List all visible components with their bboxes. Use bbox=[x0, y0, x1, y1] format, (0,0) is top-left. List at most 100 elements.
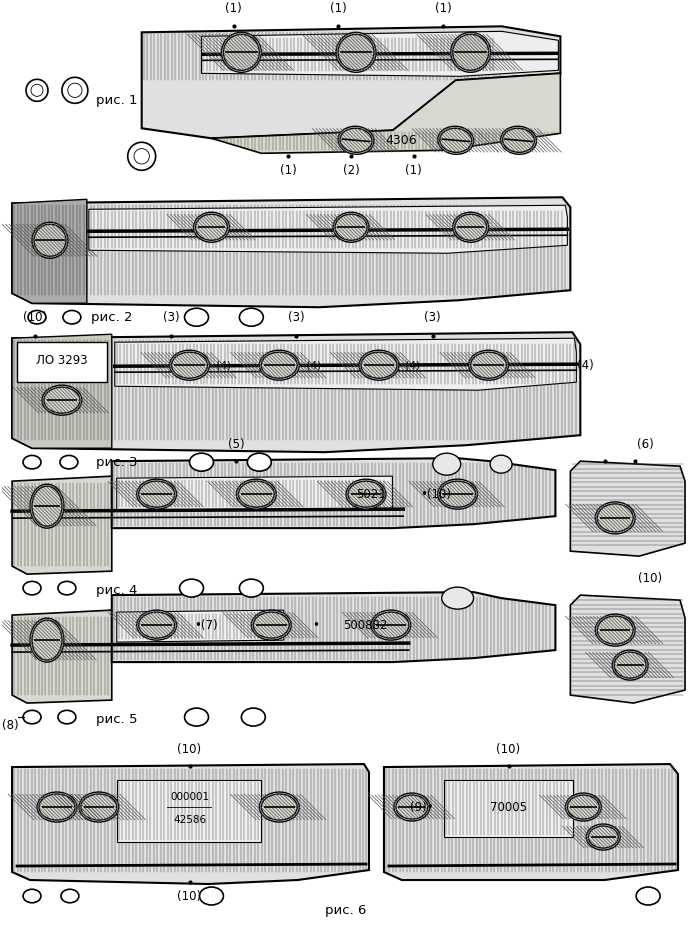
Text: (10): (10) bbox=[638, 572, 662, 585]
Circle shape bbox=[221, 33, 262, 73]
Ellipse shape bbox=[190, 453, 213, 471]
Text: (6): (6) bbox=[637, 438, 653, 451]
Text: рис. 5: рис. 5 bbox=[96, 712, 137, 725]
Text: 5021: 5021 bbox=[356, 488, 386, 501]
Circle shape bbox=[224, 34, 259, 71]
Text: рис. 4: рис. 4 bbox=[96, 584, 137, 597]
Ellipse shape bbox=[338, 127, 374, 155]
Polygon shape bbox=[201, 32, 558, 76]
Ellipse shape bbox=[139, 481, 175, 507]
Circle shape bbox=[338, 34, 374, 71]
Text: •(10): •(10) bbox=[420, 488, 451, 501]
Ellipse shape bbox=[44, 387, 80, 413]
Ellipse shape bbox=[453, 212, 489, 242]
Ellipse shape bbox=[251, 610, 291, 641]
Ellipse shape bbox=[253, 612, 289, 638]
Ellipse shape bbox=[595, 614, 635, 646]
Polygon shape bbox=[112, 592, 555, 662]
Ellipse shape bbox=[471, 352, 506, 378]
Polygon shape bbox=[117, 476, 393, 510]
Ellipse shape bbox=[361, 352, 397, 378]
Ellipse shape bbox=[39, 794, 75, 820]
Text: •(7): •(7) bbox=[195, 618, 218, 631]
Circle shape bbox=[62, 77, 88, 103]
Text: (10): (10) bbox=[497, 743, 521, 756]
Text: ·(4)·: ·(4)· bbox=[403, 360, 424, 371]
Text: 000001: 000001 bbox=[170, 792, 209, 802]
Ellipse shape bbox=[373, 612, 409, 638]
Text: рис. 1: рис. 1 bbox=[96, 94, 137, 107]
Ellipse shape bbox=[455, 214, 486, 240]
Ellipse shape bbox=[469, 350, 509, 380]
Circle shape bbox=[26, 79, 48, 101]
Text: (1): (1) bbox=[226, 2, 242, 15]
Ellipse shape bbox=[239, 308, 264, 326]
Ellipse shape bbox=[490, 455, 512, 473]
Text: (3): (3) bbox=[163, 311, 179, 324]
Ellipse shape bbox=[199, 887, 224, 905]
Ellipse shape bbox=[37, 792, 77, 822]
Ellipse shape bbox=[60, 455, 78, 469]
Ellipse shape bbox=[346, 479, 386, 509]
Text: (5): (5) bbox=[228, 438, 245, 451]
Polygon shape bbox=[444, 780, 573, 837]
Ellipse shape bbox=[340, 128, 372, 153]
Ellipse shape bbox=[184, 308, 208, 326]
Ellipse shape bbox=[612, 650, 648, 680]
Text: ·(4)·: ·(4)· bbox=[304, 360, 325, 371]
Ellipse shape bbox=[598, 616, 633, 644]
Circle shape bbox=[453, 34, 489, 71]
Text: (4): (4) bbox=[577, 358, 593, 371]
Ellipse shape bbox=[437, 479, 477, 509]
Text: (3): (3) bbox=[288, 311, 304, 324]
Ellipse shape bbox=[58, 710, 76, 723]
Ellipse shape bbox=[42, 385, 82, 415]
Ellipse shape bbox=[589, 826, 618, 848]
Ellipse shape bbox=[595, 502, 635, 533]
Ellipse shape bbox=[394, 793, 430, 821]
Ellipse shape bbox=[598, 616, 633, 644]
Text: (8): (8) bbox=[2, 719, 19, 732]
Ellipse shape bbox=[598, 504, 633, 532]
Ellipse shape bbox=[348, 481, 384, 507]
Text: 70005: 70005 bbox=[490, 801, 527, 814]
Ellipse shape bbox=[636, 887, 660, 905]
Ellipse shape bbox=[373, 612, 409, 638]
Circle shape bbox=[336, 33, 376, 73]
Ellipse shape bbox=[195, 214, 228, 240]
Polygon shape bbox=[12, 199, 87, 304]
Ellipse shape bbox=[81, 794, 117, 820]
Text: ·(4)·: ·(4)· bbox=[214, 360, 235, 371]
Ellipse shape bbox=[32, 486, 62, 526]
Ellipse shape bbox=[32, 486, 62, 526]
Ellipse shape bbox=[586, 824, 620, 850]
Ellipse shape bbox=[501, 127, 536, 155]
Polygon shape bbox=[12, 197, 571, 307]
Polygon shape bbox=[12, 476, 112, 574]
Ellipse shape bbox=[440, 128, 472, 153]
Polygon shape bbox=[115, 338, 576, 390]
Circle shape bbox=[32, 223, 68, 258]
Ellipse shape bbox=[567, 795, 600, 819]
Ellipse shape bbox=[239, 579, 264, 597]
Polygon shape bbox=[12, 610, 112, 703]
Polygon shape bbox=[112, 458, 555, 528]
Ellipse shape bbox=[259, 792, 299, 822]
Circle shape bbox=[34, 224, 66, 256]
Text: 500882: 500882 bbox=[343, 618, 387, 631]
Ellipse shape bbox=[455, 214, 486, 240]
Text: (1): (1) bbox=[406, 164, 422, 177]
Ellipse shape bbox=[241, 708, 265, 726]
Ellipse shape bbox=[23, 581, 41, 595]
Ellipse shape bbox=[238, 481, 275, 507]
Ellipse shape bbox=[61, 889, 79, 903]
Ellipse shape bbox=[247, 453, 271, 471]
Ellipse shape bbox=[598, 504, 633, 532]
Polygon shape bbox=[89, 205, 567, 253]
Ellipse shape bbox=[79, 792, 119, 822]
Polygon shape bbox=[141, 26, 560, 139]
Ellipse shape bbox=[371, 610, 411, 641]
Ellipse shape bbox=[333, 212, 369, 242]
Ellipse shape bbox=[259, 350, 299, 380]
Ellipse shape bbox=[23, 455, 41, 469]
